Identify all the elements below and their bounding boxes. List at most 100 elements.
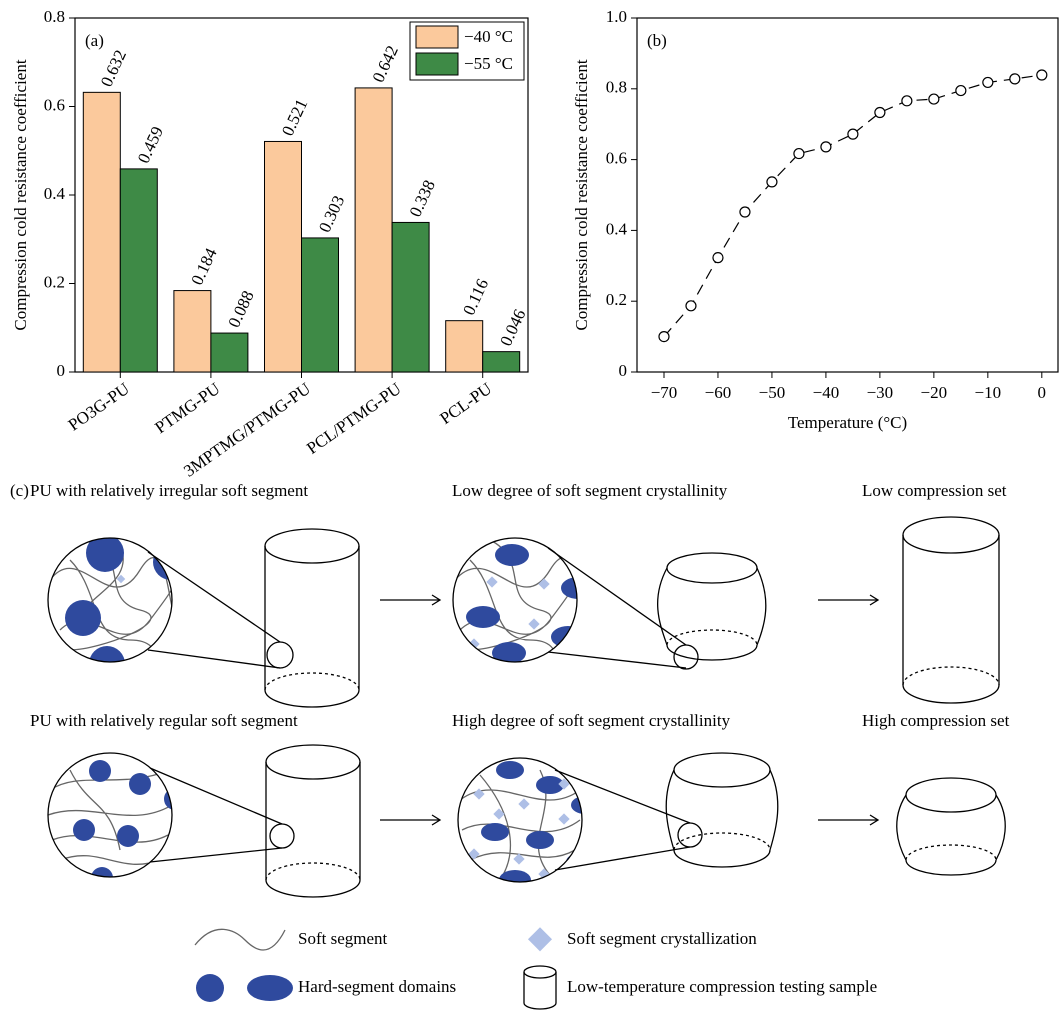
data-point <box>686 301 696 311</box>
value-label: 0.184 <box>187 245 221 288</box>
y-tick-label: 0.2 <box>44 272 65 291</box>
sample <box>150 745 360 897</box>
x-tick-label: 0 <box>1038 383 1047 402</box>
sample <box>548 548 766 669</box>
panel-label: (b) <box>647 31 667 50</box>
x-tick-label: −70 <box>651 383 678 402</box>
data-line <box>664 75 1042 337</box>
y-tick-label: 1.0 <box>606 7 627 26</box>
bar <box>302 238 339 372</box>
sample <box>148 529 359 707</box>
sample <box>903 517 999 703</box>
x-tick-label: PTMG-PU <box>151 379 223 437</box>
data-point <box>983 77 993 87</box>
legend-swatch <box>416 53 458 75</box>
data-point <box>956 86 966 96</box>
bar <box>83 92 120 372</box>
row-title: PU with relatively regular soft segment <box>30 711 298 730</box>
y-tick-label: 0 <box>57 361 66 380</box>
value-label: 0.632 <box>97 47 130 90</box>
diagram: (c) PU with relatively irregular soft se… <box>10 481 1010 1009</box>
data-point <box>767 177 777 187</box>
data-point <box>1010 74 1020 84</box>
y-tick-label: 0.2 <box>606 290 627 309</box>
x-tick-label: −60 <box>705 383 732 402</box>
y-tick-label: 0.8 <box>606 78 627 97</box>
figure: (c) PU with relatively irregular soft se… <box>0 0 1061 1013</box>
value-label: 0.046 <box>496 306 529 349</box>
magnified-structure <box>460 761 610 890</box>
legend-icon <box>247 975 293 1001</box>
bar <box>120 169 157 372</box>
bar <box>211 333 248 372</box>
legend-label: −40 °C <box>464 27 513 46</box>
legend-icon <box>524 966 556 1009</box>
y-tick-label: 0.8 <box>44 7 65 26</box>
legend-icon <box>195 929 285 950</box>
x-tick-label: PCL/PTMG-PU <box>303 379 404 458</box>
value-label: 0.642 <box>369 43 402 86</box>
x-tick-label: PCL-PU <box>436 379 495 428</box>
y-tick-label: 0.4 <box>606 219 628 238</box>
data-point <box>740 207 750 217</box>
data-point <box>902 96 912 106</box>
legend-swatch <box>416 26 458 48</box>
bar <box>392 222 429 372</box>
y-axis-label: Compression cold resistance coefficient <box>572 59 591 330</box>
bar <box>483 352 520 372</box>
data-point <box>821 142 831 152</box>
y-tick-label: 0.6 <box>44 95 65 114</box>
data-point <box>659 332 669 342</box>
data-point <box>929 94 939 104</box>
panel-label: (a) <box>85 31 104 50</box>
legend-label: Hard-segment domains <box>298 977 456 996</box>
bar <box>265 141 302 372</box>
x-tick-label: −50 <box>759 383 786 402</box>
bar <box>355 88 392 372</box>
x-axis-label: Temperature (°C) <box>788 413 907 432</box>
value-label: 0.116 <box>459 276 492 318</box>
data-point <box>794 149 804 159</box>
magnified-structure <box>455 540 600 690</box>
data-point <box>848 129 858 139</box>
arrow <box>380 595 440 605</box>
x-tick-label: −10 <box>975 383 1002 402</box>
legend-label: Soft segment crystallization <box>567 929 757 948</box>
arrow <box>818 815 878 825</box>
sample <box>897 778 1005 875</box>
plot-frame <box>637 18 1058 372</box>
row-title: PU with relatively irregular soft segmen… <box>30 481 308 500</box>
legend-label: Soft segment <box>298 929 388 948</box>
legend-label: −55 °C <box>464 54 513 73</box>
data-point <box>875 108 885 118</box>
row-title: High compression set <box>862 711 1010 730</box>
legend-icon <box>528 927 552 951</box>
panel-label: (c) <box>10 481 29 500</box>
x-tick-label: −20 <box>921 383 948 402</box>
value-label: 0.338 <box>406 177 439 220</box>
arrow <box>380 815 440 825</box>
row-title: Low degree of soft segment crystallinity <box>452 481 728 500</box>
bar <box>174 291 211 372</box>
row-title: Low compression set <box>862 481 1007 500</box>
legend-label: Low-temperature compression testing samp… <box>567 977 877 996</box>
x-tick-label: PO3G-PU <box>65 379 133 435</box>
value-label: 0.303 <box>315 193 348 236</box>
x-tick-label: −40 <box>813 383 840 402</box>
legend-icon <box>196 974 224 1002</box>
y-tick-label: 0.4 <box>44 184 66 203</box>
value-label: 0.521 <box>278 96 311 139</box>
x-tick-label: −30 <box>867 383 894 402</box>
value-label: 0.459 <box>134 124 167 167</box>
magnified-structure <box>50 534 189 690</box>
magnified-structure <box>48 760 186 889</box>
arrow <box>818 595 878 605</box>
sample <box>555 753 778 870</box>
bar <box>446 321 483 372</box>
y-tick-label: 0.6 <box>606 149 627 168</box>
row-title: High degree of soft segment crystallinit… <box>452 711 731 730</box>
data-point <box>1037 70 1047 80</box>
y-axis-label: Compression cold resistance coefficient <box>11 59 30 330</box>
data-point <box>713 253 723 263</box>
value-label: 0.088 <box>224 288 257 331</box>
